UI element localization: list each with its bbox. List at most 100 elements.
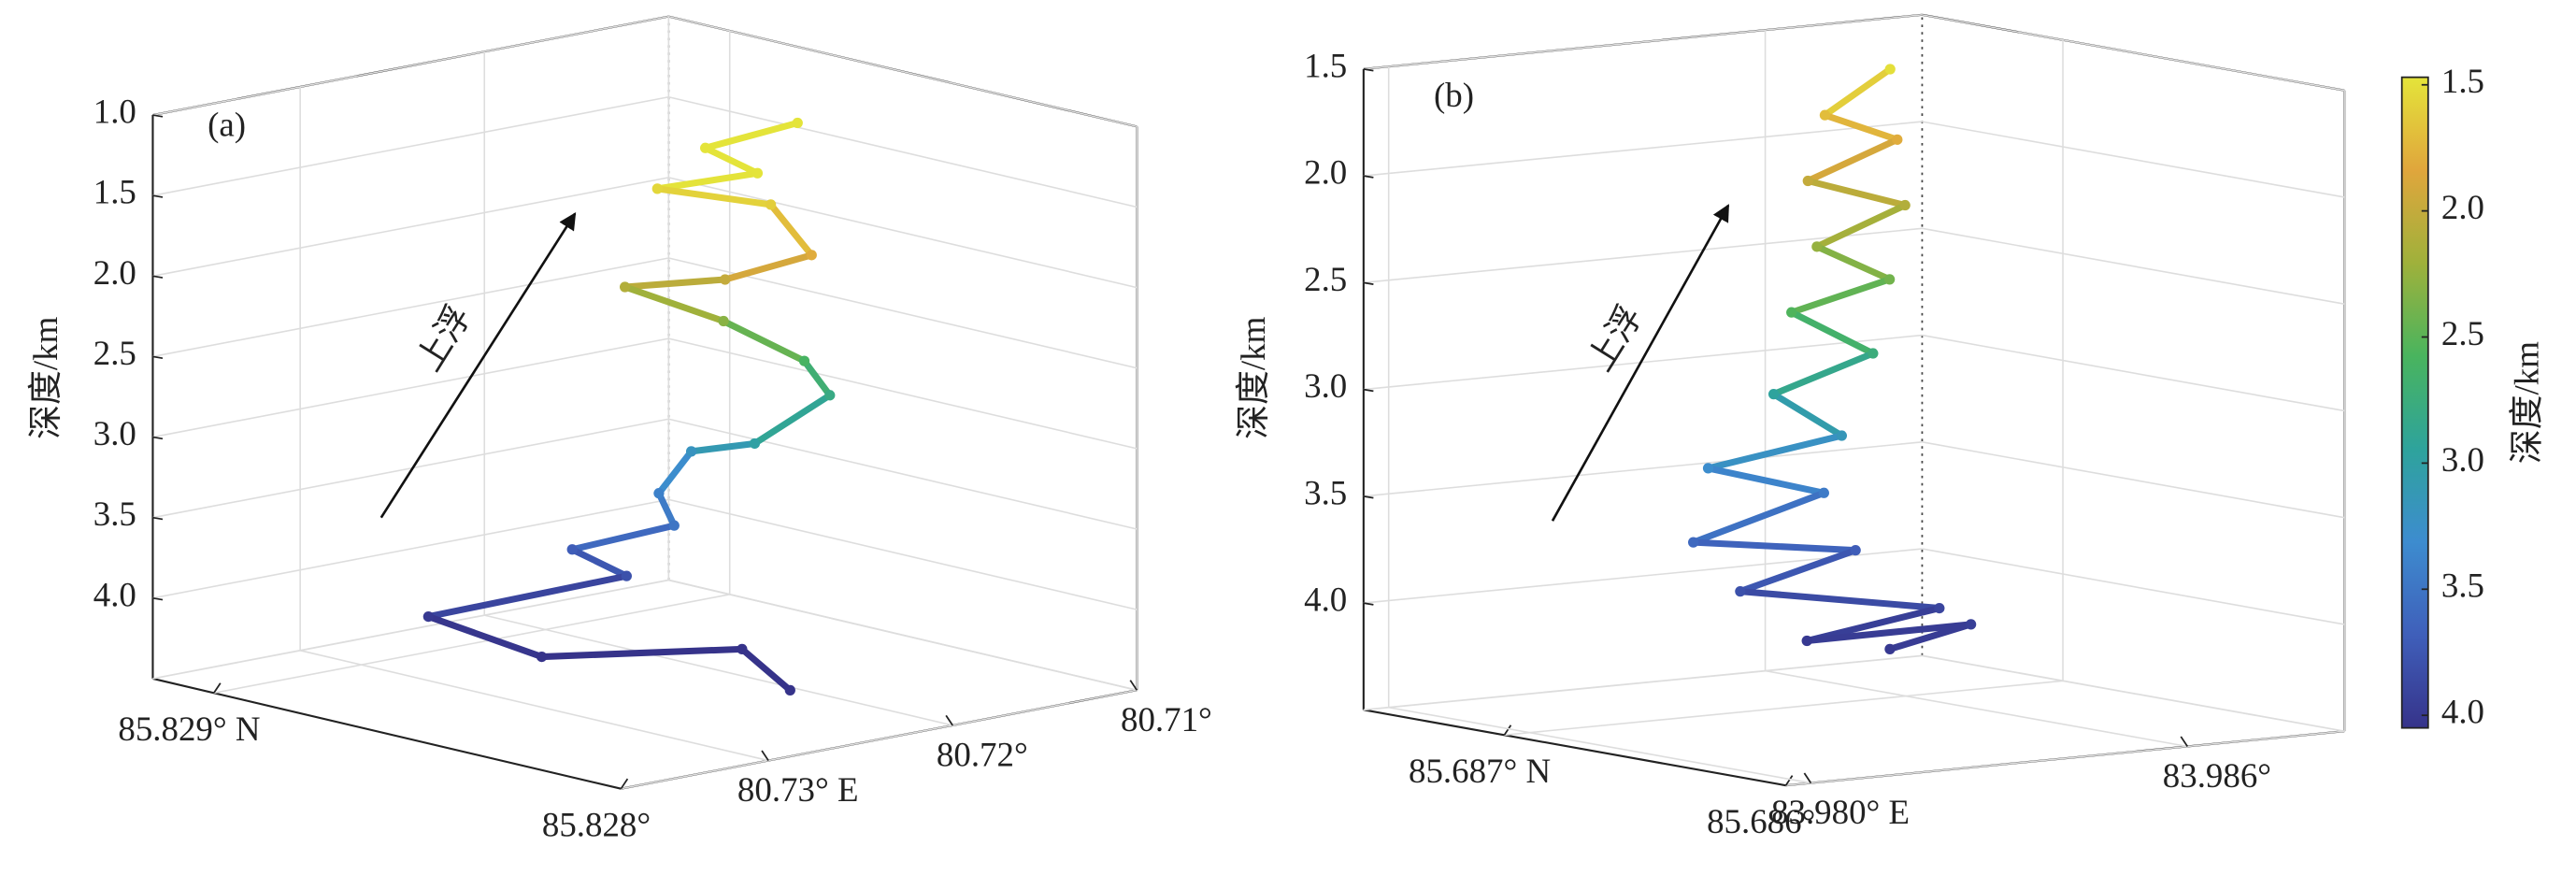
data-point [566, 544, 578, 555]
track-segment [655, 490, 678, 529]
floor-edge [1363, 654, 1923, 711]
z-tick-label: 2.0 [93, 253, 136, 292]
track-segment [655, 448, 695, 497]
grid-line [668, 579, 1138, 692]
data-point [1688, 537, 1699, 548]
tick-mark [1363, 175, 1374, 179]
grid-line [152, 498, 669, 599]
z-tick-label: 2.5 [93, 334, 136, 372]
data-point [1899, 199, 1911, 211]
grid-line [1922, 14, 2345, 92]
z-tick-label: 3.0 [1304, 366, 1347, 405]
z-tick-label: 4.0 [1304, 581, 1347, 619]
track-segment [622, 283, 727, 325]
track-segment [720, 318, 809, 365]
grid-line [152, 177, 669, 278]
z-tick-label: 2.0 [1304, 153, 1347, 192]
data-point [651, 183, 663, 194]
data-point [751, 167, 764, 179]
track-segment [424, 613, 546, 661]
data-point [1767, 388, 1780, 400]
grid-line [668, 337, 1138, 450]
tick-mark [945, 714, 953, 726]
track-segment [1804, 136, 1901, 185]
grid-line [1363, 14, 1923, 70]
track-segment [1813, 243, 1894, 283]
track-segment [1803, 621, 1975, 645]
annotation: 上浮 [409, 299, 479, 378]
colorbar-tick-label: 4.0 [2441, 693, 2484, 731]
data-point [1884, 643, 1896, 654]
data-point [685, 446, 697, 457]
data-point [653, 488, 665, 499]
y-tick-label: 85.687° N [1409, 752, 1551, 790]
track-segment [1813, 202, 1909, 251]
track-segment [568, 522, 678, 553]
data-point [1884, 274, 1896, 285]
tick-mark [152, 355, 164, 360]
data-point [784, 684, 795, 696]
tick-mark [2180, 736, 2189, 747]
grid-line [213, 594, 730, 695]
annotation-arrow [1551, 204, 1730, 522]
grid-line [621, 689, 1138, 790]
data-point [621, 570, 632, 581]
grid-line [152, 95, 669, 196]
data-point [1836, 430, 1848, 441]
grid-line [152, 257, 669, 358]
grid-line [1922, 334, 2345, 412]
x-tick-label: 80.73° E [737, 770, 859, 809]
track-segment [622, 276, 729, 291]
track-segment [1886, 621, 1975, 653]
data-point [1818, 487, 1829, 498]
data-point [1811, 241, 1823, 252]
axis-edge [152, 677, 622, 790]
track-segment [1821, 65, 1894, 119]
data-point [1966, 619, 1977, 630]
data-point [824, 390, 836, 401]
data-point [1801, 635, 1812, 647]
data-point [792, 117, 803, 129]
track-segment [1705, 432, 1845, 472]
data-point [668, 520, 680, 531]
track-segment [1690, 489, 1827, 546]
track-segment [1737, 547, 1859, 595]
grid-line [1765, 669, 2188, 748]
data-point [720, 274, 731, 285]
colorbar-label: 深度/km [2507, 341, 2545, 465]
grid-line [1785, 730, 2345, 786]
tick-mark [152, 114, 164, 118]
data-point [1786, 307, 1797, 318]
grid-line [1388, 706, 1811, 784]
data-point [536, 651, 548, 663]
grid-line [299, 650, 769, 762]
data-point [1702, 463, 1714, 474]
data-point [766, 199, 777, 210]
tick-mark [152, 194, 164, 198]
grid-line [1922, 227, 2345, 305]
y-tick-label: 85.829° N [118, 710, 260, 748]
data-point [1850, 545, 1861, 556]
tick-mark [1363, 281, 1374, 285]
z-axis-label: 深度/km [26, 316, 64, 439]
panel-label: (a) [208, 106, 246, 145]
data-point [1819, 109, 1831, 121]
grid-line [1504, 680, 2064, 737]
grid-line [668, 15, 1138, 128]
grid-line [152, 418, 669, 519]
data-point [619, 281, 631, 293]
colorbar-tick-label: 2.0 [2441, 188, 2484, 226]
data-point [1934, 602, 1945, 614]
colorbar-tick-label: 3.0 [2441, 440, 2484, 479]
data-point [699, 142, 711, 153]
tick-mark [1803, 772, 1812, 784]
track-segment [688, 439, 758, 455]
grid-line [152, 337, 669, 438]
colorbar-tick-label: 1.5 [2441, 62, 2484, 100]
data-point [806, 250, 817, 261]
colorbar-tick-label: 3.5 [2441, 567, 2484, 605]
z-tick-label: 3.0 [93, 414, 136, 452]
tick-mark [761, 750, 769, 762]
data-point [798, 355, 810, 366]
